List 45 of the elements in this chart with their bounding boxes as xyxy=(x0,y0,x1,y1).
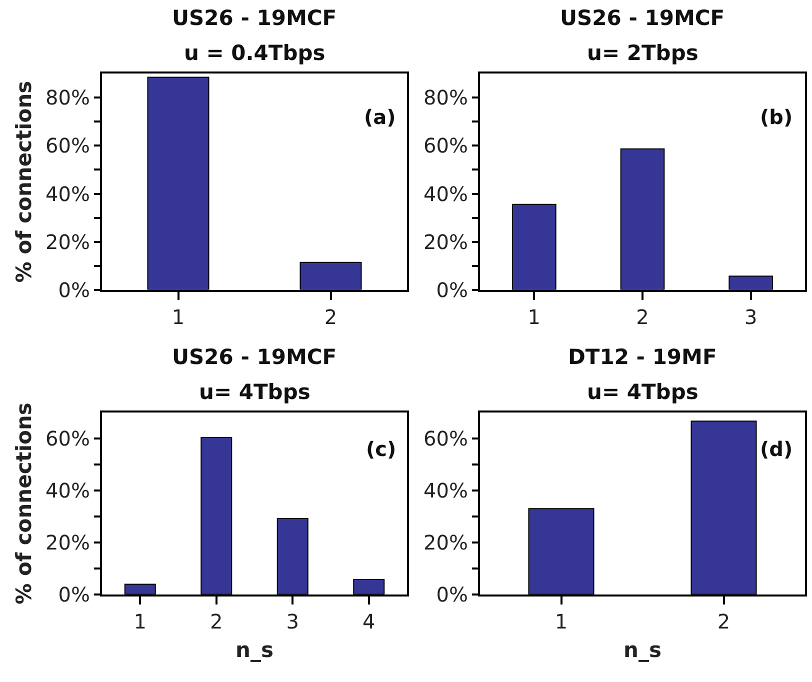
y-tick-label: 20% xyxy=(424,230,468,254)
y-tick-label: 60% xyxy=(424,426,468,451)
chart-subtitle: u = 0.4Tbps xyxy=(184,41,326,65)
y-tick-label: 20% xyxy=(46,530,90,554)
y-tick-label: 40% xyxy=(424,182,468,206)
x-tick-label: 1 xyxy=(528,304,541,329)
y-tick-label: 0% xyxy=(436,582,468,606)
y-tick-label: 80% xyxy=(46,86,90,110)
y-tick-label: 40% xyxy=(46,478,90,502)
chart-title: US26 - 19MCF xyxy=(172,345,337,369)
x-tick-label: 1 xyxy=(554,609,568,634)
y-axis-title: % of connections xyxy=(12,80,36,283)
y-tick-label: 60% xyxy=(46,426,90,451)
y-tick-label: 40% xyxy=(424,478,468,502)
y-tick-label: 20% xyxy=(46,230,90,254)
annotation: (b) xyxy=(760,105,793,129)
x-tick-label: 3 xyxy=(286,609,299,634)
y-tick-label: 40% xyxy=(46,182,90,206)
x-tick-label: 2 xyxy=(324,304,338,329)
annotation: (d) xyxy=(760,437,793,461)
y-tick-label: 80% xyxy=(424,86,468,110)
chart-subtitle: u= 2Tbps xyxy=(587,41,698,65)
x-axis-title: n_s xyxy=(624,638,662,662)
chart-title: US26 - 19MCF xyxy=(172,6,337,30)
chart-title: US26 - 19MCF xyxy=(560,6,725,30)
y-tick-label: 0% xyxy=(436,278,468,302)
x-tick-label: 1 xyxy=(134,609,146,634)
x-tick-label: 3 xyxy=(744,304,758,329)
chart-subtitle: u= 4Tbps xyxy=(587,380,698,404)
annotation: (a) xyxy=(364,105,396,129)
y-tick-label: 20% xyxy=(424,530,468,554)
y-tick-label: 0% xyxy=(58,278,90,302)
x-tick-label: 2 xyxy=(210,609,223,634)
y-axis-title: % of connections xyxy=(12,402,36,604)
chart-title: DT12 - 19MF xyxy=(568,345,717,369)
y-tick-label: 60% xyxy=(424,134,468,158)
y-tick-label: 0% xyxy=(58,582,90,606)
x-axis-title: n_s xyxy=(236,638,274,662)
x-tick-label: 1 xyxy=(172,304,185,329)
chart-subtitle: u= 4Tbps xyxy=(199,380,310,404)
annotation: (c) xyxy=(366,437,396,461)
x-tick-label: 2 xyxy=(717,609,730,634)
y-tick-label: 60% xyxy=(46,134,90,158)
x-tick-label: 4 xyxy=(362,609,376,634)
x-tick-label: 2 xyxy=(636,304,649,329)
